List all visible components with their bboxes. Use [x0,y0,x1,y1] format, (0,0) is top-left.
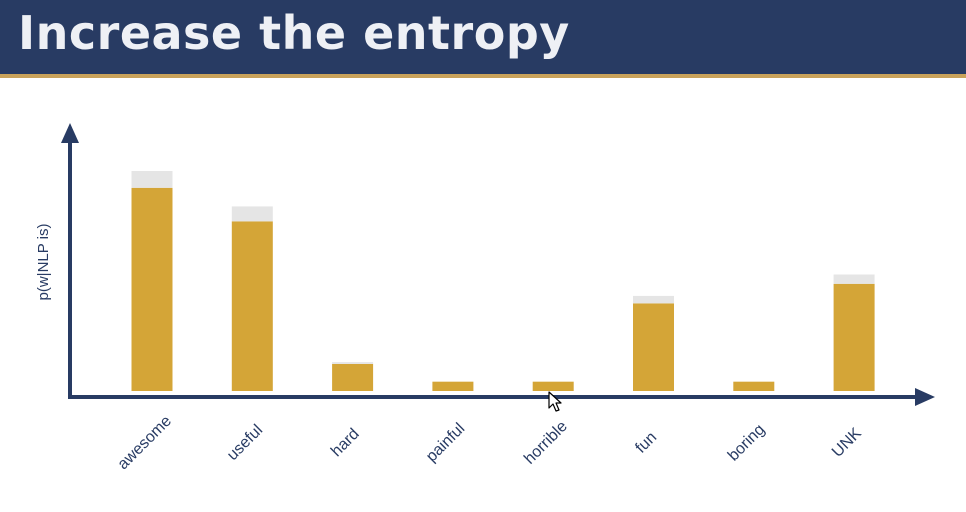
bar-fun [633,303,674,391]
x-tick-label: painful [423,420,468,465]
bar-extra-fun [633,295,674,304]
x-tick-label: hard [328,425,363,460]
x-tick-label: UNK [829,425,865,461]
bar-awesome [131,187,173,391]
x-tick-label: useful [224,422,266,464]
x-tick-label: fun [632,429,660,457]
bar-extra-awesome [131,171,173,188]
mouse-cursor-icon [548,391,562,412]
slide-header: Increase the entropy [0,0,966,74]
y-axis-arrow-icon [61,123,79,143]
bar-useful [231,221,273,391]
x-tick-label: horrible [521,418,571,468]
bar-hard [332,363,374,391]
bar-UNK [833,283,875,391]
header-divider [0,74,966,78]
x-axis-arrow-icon [915,388,935,406]
bar-extra-UNK [833,274,875,284]
bar-extra-hard [332,362,374,364]
bar-painful [432,381,474,391]
slide-title: Increase the entropy [18,6,570,60]
x-tick-label: boring [725,421,768,464]
x-tick-label: awesome [115,413,176,474]
y-axis-label: p(w|NLP is) [35,224,52,301]
bar-horrible [532,381,574,391]
bar-boring [733,381,775,391]
bar-extra-useful [231,206,273,222]
